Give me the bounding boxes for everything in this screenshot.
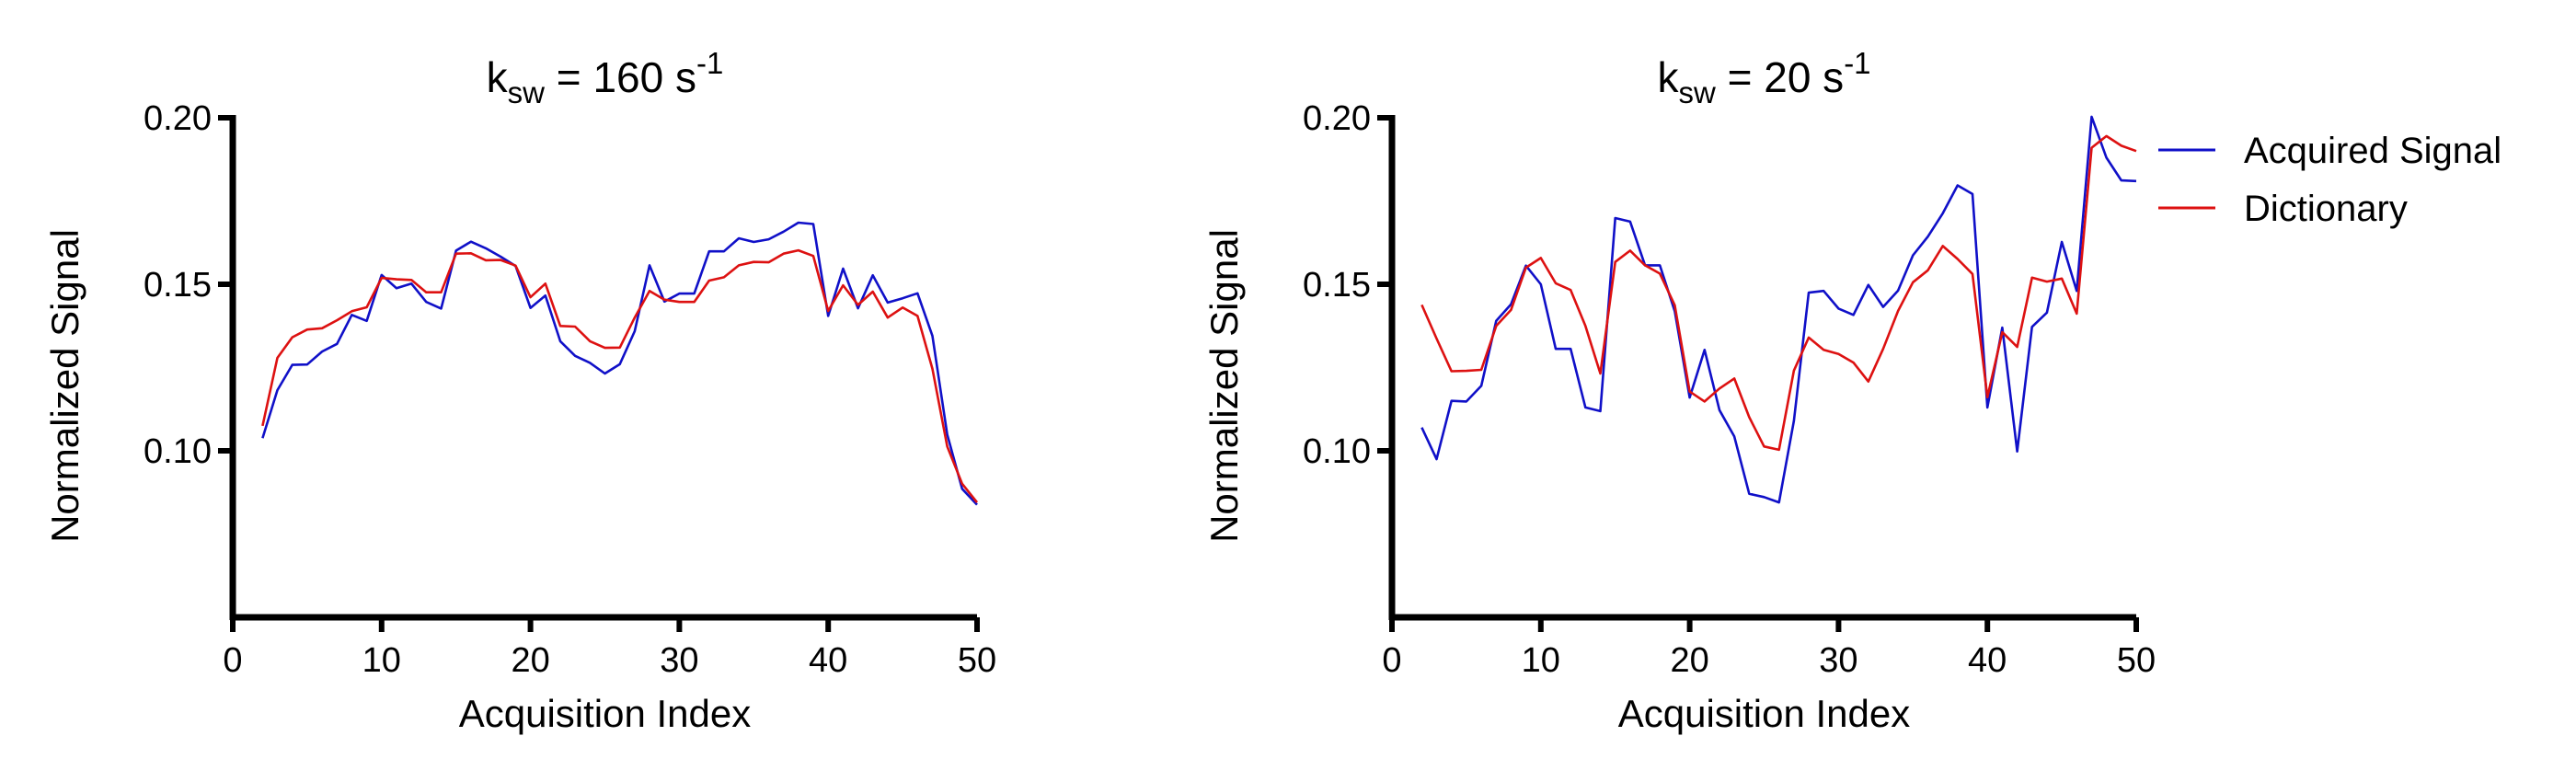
chart-title-base: k <box>487 53 509 101</box>
chart-title: ksw = 20 s-1 <box>1657 46 1870 109</box>
x-tick-label: 10 <box>1522 641 1560 680</box>
x-tick-label: 20 <box>511 641 549 680</box>
x-axis-label: Acquisition Index <box>1618 692 1911 735</box>
series-line-dictionary <box>261 248 979 503</box>
y-tick-label: 0.10 <box>1303 432 1371 471</box>
chart-title-base: k <box>1657 53 1679 101</box>
series-line-dictionary <box>1420 134 2137 452</box>
x-tick-label: 50 <box>2117 641 2156 680</box>
chart-title-rest: = 20 s <box>1716 53 1844 101</box>
chart-2: 0 10 20 30 40 50 0.10 0.15 0.20 Acquisition Index… <box>1202 46 2501 735</box>
legend: Acquired Signal Dictionary <box>2158 131 2501 229</box>
chart-title-sup: -1 <box>1844 46 1870 80</box>
x-axis-label: Acquisition Index <box>459 692 752 735</box>
y-tick-label: 0.15 <box>1303 266 1371 305</box>
legend-label: Acquired Signal <box>2244 131 2501 171</box>
x-tick-label: 50 <box>958 641 996 680</box>
legend-label: Dictionary <box>2244 189 2408 229</box>
chart-title-sub: sw <box>1678 75 1716 109</box>
x-tick-label: 20 <box>1670 641 1708 680</box>
x-tick-label: 40 <box>1968 641 2007 680</box>
y-tick-label: 0.20 <box>1303 99 1371 138</box>
y-tick-label: 0.10 <box>144 432 212 471</box>
y-tick-label: 0.20 <box>144 99 212 138</box>
y-axis-label: Normalized Signal <box>43 229 86 543</box>
series-line-acquired-signal <box>261 221 978 506</box>
x-tick-label: 0 <box>1382 641 1401 680</box>
x-tick-label: 30 <box>660 641 698 680</box>
chart-title-sup: -1 <box>696 46 723 80</box>
chart-title-sub: sw <box>508 75 546 109</box>
x-tick-label: 40 <box>809 641 847 680</box>
chart-title-rest: = 160 s <box>545 53 696 101</box>
chart-title: ksw = 160 s-1 <box>487 46 724 109</box>
series-line-acquired-signal <box>1420 115 2137 504</box>
x-tick-label: 0 <box>223 641 242 680</box>
x-tick-label: 10 <box>362 641 401 680</box>
chart-1: 0 10 20 30 40 50 0.10 0.15 0.20 Acquisition Index… <box>43 46 996 735</box>
y-tick-label: 0.15 <box>144 266 212 305</box>
x-tick-label: 30 <box>1819 641 1857 680</box>
y-axis-label: Normalized Signal <box>1202 229 1246 543</box>
